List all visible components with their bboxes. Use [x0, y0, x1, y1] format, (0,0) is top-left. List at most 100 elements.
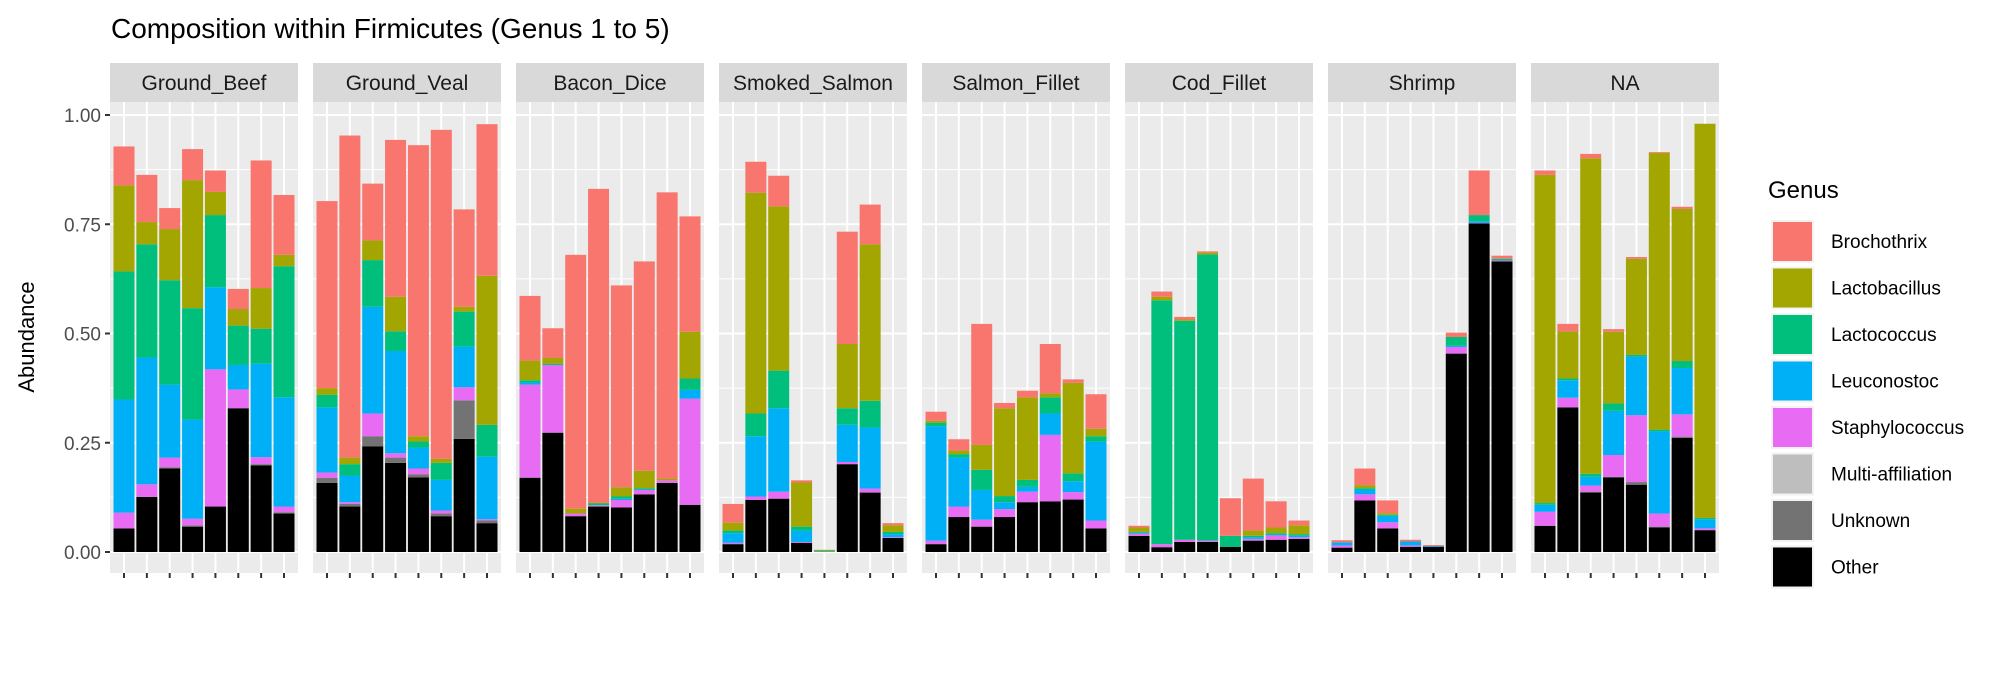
bar-segment-leuconostoc [205, 287, 226, 369]
bar-segment-brochothrix [1017, 391, 1038, 398]
bar-segment-other [228, 408, 249, 552]
stacked-bar [1649, 152, 1670, 552]
bar-segment-other [1649, 528, 1670, 552]
stacked-bar [159, 208, 180, 552]
bar-segment-other [1040, 501, 1061, 552]
bar-segment-lactobacillus [1557, 331, 1578, 378]
chart-title: Composition within Firmicutes (Genus 1 t… [111, 13, 670, 44]
bar-segment-unknown [1626, 482, 1647, 485]
bar-segment-leuconostoc [1535, 505, 1556, 512]
bar-segment-staphylococcus [657, 480, 678, 483]
bar-segment-lactobacillus [542, 358, 563, 364]
legend-label: Brochothrix [1831, 232, 1928, 253]
bar-segment-brochothrix [1377, 500, 1398, 513]
bar-segment-lactococcus [768, 371, 789, 409]
bar-segment-staphylococcus [1354, 494, 1375, 500]
bar-segment-lactobacillus [860, 244, 881, 400]
bar-segment-lactobacillus [883, 525, 904, 532]
bar-segment-brochothrix [1400, 540, 1421, 542]
bar-segment-staphylococcus [1332, 545, 1353, 547]
legend-item-leuconostoc: Leuconostoc [1771, 360, 1939, 403]
bar-segment-staphylococcus [1151, 544, 1172, 547]
stacked-bar [1377, 500, 1398, 552]
legend-label: Staphylococcus [1831, 418, 1964, 439]
bar-segment-lactococcus [1580, 474, 1601, 477]
stacked-bar [542, 328, 563, 552]
bar-segment-other [1289, 539, 1310, 552]
bar-segment-leuconostoc [228, 365, 249, 389]
bar-segment-other [860, 493, 881, 552]
bar-segment-brochothrix [634, 261, 655, 470]
bar-segment-leuconostoc [362, 307, 383, 414]
bar-segment-lactococcus [1672, 361, 1693, 368]
stacked-bar [1469, 170, 1490, 552]
y-tick-label: 0.25 [64, 434, 101, 455]
bar-segment-brochothrix [611, 285, 632, 487]
stacked-bar [1266, 501, 1287, 552]
bar-segment-staphylococcus [1243, 539, 1264, 541]
legend-swatch [1773, 501, 1812, 540]
bar-segment-lactobacillus [1129, 528, 1150, 532]
bar-segment-leuconostoc [1603, 411, 1624, 455]
bar-segment-leuconostoc [837, 425, 858, 462]
bar-segment-staphylococcus [520, 385, 541, 478]
bar-segment-brochothrix [251, 160, 272, 288]
facet-na: NA [1531, 63, 1719, 578]
y-tick-label: 0.00 [64, 543, 101, 564]
bar-segment-leuconostoc [1354, 490, 1375, 495]
legend-swatch [1773, 315, 1812, 354]
bar-segment-brochothrix [1535, 170, 1556, 174]
bar-segment-lactococcus [454, 312, 475, 347]
bar-segment-lactobacillus [791, 483, 812, 527]
bar-segment-leuconostoc [1672, 368, 1693, 414]
stacked-bar [1695, 124, 1716, 552]
bar-segment-lactococcus [791, 527, 812, 531]
bar-segment-leuconostoc [1695, 519, 1716, 528]
bar-segment-leuconostoc [1129, 533, 1150, 534]
legend-item-other: Other [1771, 546, 1879, 589]
bar-segment-other [1220, 547, 1241, 552]
bar-segment-other [520, 478, 541, 552]
bar-segment-brochothrix [454, 209, 475, 306]
stacked-bar [408, 145, 429, 552]
bar-segment-other [385, 463, 406, 552]
bar-segment-lactococcus [274, 266, 295, 397]
bar-segment-staphylococcus [1063, 492, 1084, 499]
stacked-bar [136, 175, 157, 552]
bar-segment-other [883, 538, 904, 552]
stacked-bar [745, 162, 766, 552]
bar-segment-staphylococcus [1603, 455, 1624, 477]
stacked-bar [634, 261, 655, 552]
bar-segment-other [542, 433, 563, 552]
bar-segment-lactococcus [611, 497, 632, 499]
bar-segment-lactococcus [1649, 430, 1670, 432]
bar-segment-lactococcus [1151, 300, 1172, 544]
stacked-bar [1017, 391, 1038, 552]
bar-segment-other [1672, 438, 1693, 552]
bar-segment-lactococcus [1377, 515, 1398, 516]
bar-segment-unknown [159, 467, 180, 468]
bar-segment-leuconostoc [1243, 537, 1264, 539]
bar-segment-leuconostoc [1063, 481, 1084, 492]
bar-segment-brochothrix [1580, 154, 1601, 158]
stacked-bar [1580, 154, 1601, 552]
bar-segment-leuconostoc [408, 448, 429, 469]
bar-segment-lactobacillus [565, 509, 586, 514]
bar-segment-brochothrix [1220, 498, 1241, 536]
bar-segment-lactococcus [948, 454, 969, 457]
bar-segment-other [1129, 536, 1150, 552]
bar-segment-staphylococcus [477, 519, 498, 520]
bar-segment-other [1400, 547, 1421, 552]
legend-swatch [1773, 362, 1812, 401]
bar-segment-lactococcus [251, 329, 272, 364]
bar-segment-staphylococcus [1040, 435, 1061, 501]
bar-segment-lactobacillus [926, 421, 947, 423]
legend-label: Lactobacillus [1831, 279, 1941, 300]
bar-segment-lactococcus [1289, 534, 1310, 536]
bar-segment-lactococcus [520, 380, 541, 382]
bar-segment-staphylococcus [1197, 541, 1218, 542]
bar-segment-brochothrix [136, 175, 157, 222]
bar-segment-brochothrix [431, 130, 452, 459]
bar-segment-lactococcus [680, 379, 701, 390]
